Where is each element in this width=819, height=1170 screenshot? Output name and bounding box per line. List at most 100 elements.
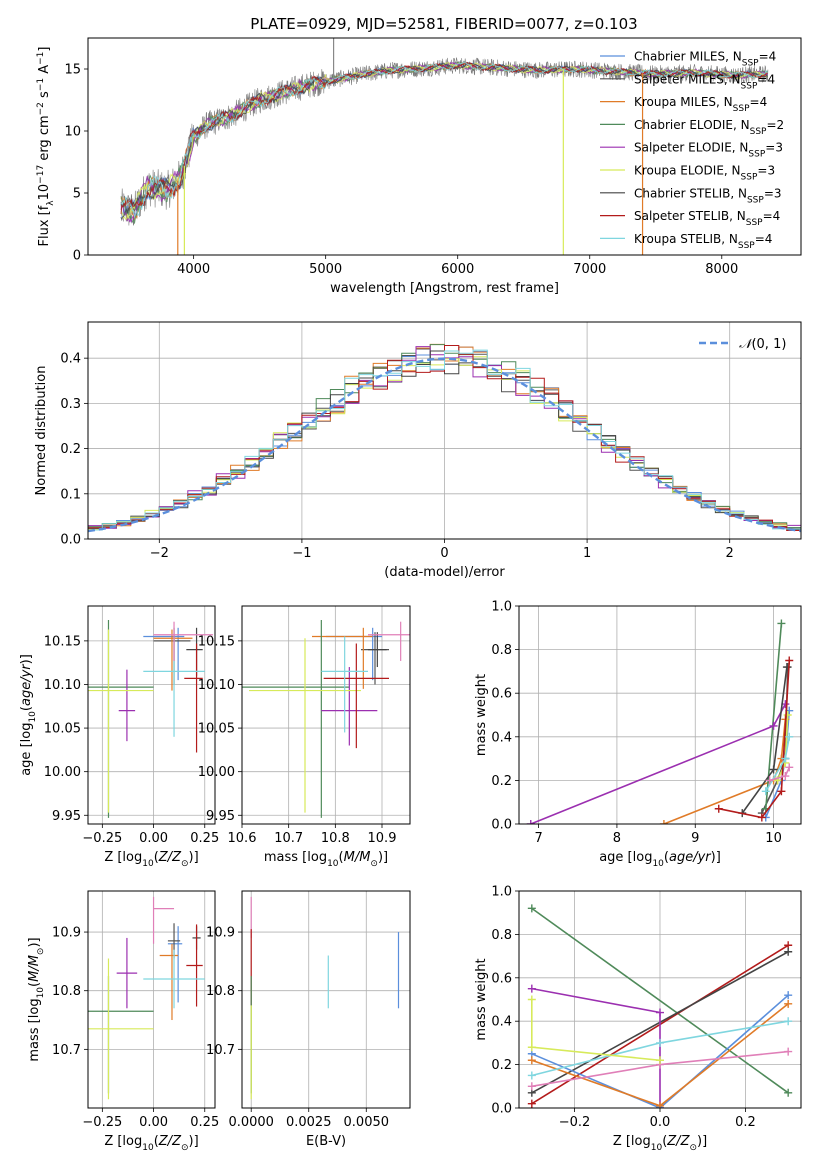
plot-area <box>88 343 801 539</box>
x-tick-label: 8000 <box>705 262 738 277</box>
series-marker <box>769 765 778 774</box>
y-tick-label: 10.10 <box>44 678 81 693</box>
label-part: )] <box>711 850 721 865</box>
series-marker <box>714 804 723 813</box>
axes-frame <box>87 321 802 540</box>
label-part: )] <box>189 1134 199 1149</box>
label-part: Salpeter STELIB, N <box>634 209 746 223</box>
label-part: ⊙ <box>181 1143 189 1153</box>
x-tick-label: 5000 <box>309 262 342 277</box>
series-marker <box>784 991 793 1000</box>
y-tick-label: 0.0 <box>60 533 81 548</box>
label-part: −1 <box>36 52 46 65</box>
label-part: Kroupa ELODIE, N <box>634 164 741 178</box>
x-tick-label: 1 <box>583 546 591 561</box>
x-tick-label: 0.00 <box>139 831 168 846</box>
y-tick-label: 10 <box>64 125 81 140</box>
y-tick-label: 10.8 <box>52 984 81 999</box>
label-part: )] <box>19 654 34 664</box>
y-tick-label: 0.8 <box>491 928 512 943</box>
plot-area <box>88 619 213 818</box>
label-part: A <box>37 65 52 78</box>
y-tick-label: 0.0 <box>491 818 512 833</box>
label-part: age/yr <box>669 850 712 865</box>
data-point <box>321 667 378 746</box>
weight-series <box>765 763 794 785</box>
weight-series <box>714 656 794 822</box>
label-part: SSP <box>733 104 750 114</box>
y-tick-label: 10.9 <box>206 926 235 941</box>
axes-frame <box>518 890 802 1109</box>
y-tick-label: 0 <box>73 249 81 264</box>
x-tick-label: −2 <box>150 546 169 561</box>
label-part: 10 <box>327 859 339 869</box>
label-part: Salpeter MILES, N <box>634 72 741 86</box>
label-part: ⊙ <box>689 1143 697 1153</box>
data-point <box>152 896 175 944</box>
label-part: age [log <box>599 850 652 865</box>
data-point <box>88 629 154 813</box>
series-marker <box>527 984 536 993</box>
y-tick-label: 0.1 <box>60 487 81 502</box>
data-point <box>326 627 382 681</box>
axes-frame <box>87 605 216 825</box>
label-part: ( <box>154 850 159 865</box>
series-marker <box>785 763 794 772</box>
x-tick-label: −0.25 <box>82 831 122 846</box>
label-part: )] <box>27 937 42 947</box>
series-marker <box>784 947 793 956</box>
series-marker <box>783 711 792 719</box>
label-part: SSP <box>750 127 767 137</box>
x-tick-label: 4000 <box>177 262 210 277</box>
label-part: SSP <box>738 241 755 251</box>
axes-frame <box>87 890 216 1109</box>
label-part: ⊙ <box>370 859 378 869</box>
series-marker <box>781 772 790 781</box>
y-axis-label: Normed distribution <box>34 366 49 496</box>
label-part: Z/Z <box>158 1134 182 1149</box>
label-part: (0, 1) <box>751 337 786 352</box>
y-tick-label: 10.8 <box>206 984 235 999</box>
legend-label: Chabrier ELODIE, NSSP=2 <box>634 118 784 137</box>
label-part: mass weight <box>474 958 489 1040</box>
data-point <box>184 643 203 753</box>
x-tick-label: 2 <box>726 546 734 561</box>
y-tick-label: 10.00 <box>44 765 81 780</box>
series-marker <box>757 813 766 822</box>
x-tick-label: 0.0025 <box>286 1115 332 1130</box>
y-tick-label: 10.7 <box>206 1043 235 1058</box>
x-tick-label: 9 <box>691 831 699 846</box>
y-tick-label: 10.10 <box>198 678 235 693</box>
plot-area <box>527 904 793 1108</box>
plot-area <box>120 38 769 255</box>
x-axis-label: mass [log10(M/M⊙)] <box>264 850 388 869</box>
y-axis-label: mass weight <box>474 958 489 1040</box>
series-marker <box>527 1071 536 1080</box>
series-marker <box>785 656 794 665</box>
label-part: −1 <box>36 78 46 91</box>
histogram-legend: 𝒩(0, 1) <box>699 337 786 352</box>
x-tick-label: −0.25 <box>82 1115 122 1130</box>
x-axis-label: age [log10(age/yr)] <box>599 850 721 869</box>
label-part: s <box>37 91 52 102</box>
label-part: −17 <box>36 165 46 184</box>
y-tick-label: 10.7 <box>52 1043 81 1058</box>
y-tick-label: 0.2 <box>60 442 81 457</box>
series-line <box>531 907 789 1094</box>
series-marker <box>527 1082 536 1091</box>
axes-frame <box>241 890 411 1109</box>
label-part: ( <box>662 1134 667 1149</box>
x-tick-label: 7000 <box>573 262 606 277</box>
x-tick-label: 10.6 <box>228 831 257 846</box>
y-tick-label: 10.05 <box>44 722 81 737</box>
y-tick-label: 1.0 <box>491 600 512 615</box>
y-tick-label: 0.4 <box>491 730 512 745</box>
panel-mass_vs_ebv: 0.0000 0.0025 0.0050 10.7 10.8 10.9 E(B-V) <box>206 890 411 1149</box>
data-point <box>159 943 179 1021</box>
x-tick-label: 0 <box>440 546 448 561</box>
weight-series <box>527 1017 793 1080</box>
label-part: M/M <box>27 955 42 982</box>
panel-weight_vs_Z: −0.2 0.0 0.2 0.0 0.2 0.4 0.6 0.8 1.0 Z [log10(Z/Z… <box>474 885 802 1153</box>
x-tick-label: 0.25 <box>190 1115 219 1130</box>
